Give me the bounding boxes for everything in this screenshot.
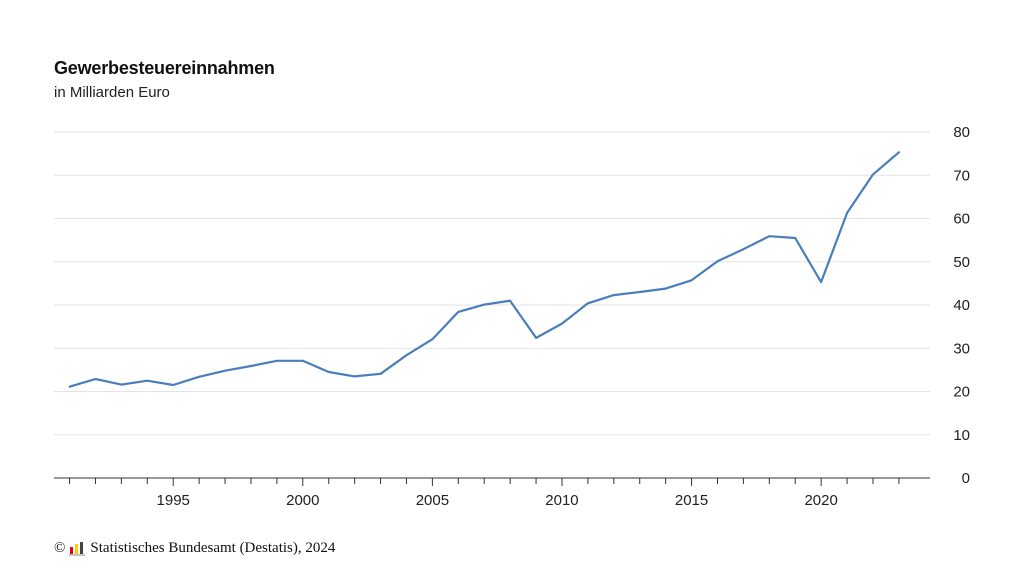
data-point-2018: [767, 234, 772, 239]
data-point-2004: [404, 353, 409, 358]
data-point-2017: [741, 247, 746, 252]
data-point-1995: [171, 383, 176, 388]
data-point-2010: [559, 321, 564, 326]
data-point-2008: [508, 298, 513, 303]
data-point-2019: [793, 235, 798, 240]
data-point-1999: [274, 358, 279, 363]
data-point-2002: [352, 374, 357, 379]
data-point-1992: [93, 376, 98, 381]
x-tick-label-2020: 2020: [804, 492, 837, 509]
data-point-2012: [611, 293, 616, 298]
data-point-2016: [715, 259, 720, 264]
y-tick-label-70: 70: [953, 167, 970, 184]
data-point-2001: [326, 370, 331, 375]
data-point-2021: [845, 210, 850, 215]
x-tick-label-2005: 2005: [416, 492, 449, 509]
data-point-1996: [197, 374, 202, 379]
data-point-2015: [689, 278, 694, 283]
data-point-2022: [870, 172, 875, 177]
y-tick-label-50: 50: [953, 254, 970, 271]
data-point-2000: [300, 358, 305, 363]
destatis-logo-icon: [69, 541, 86, 556]
data-point-1994: [145, 378, 150, 383]
data-point-2006: [456, 309, 461, 314]
y-tick-label-60: 60: [953, 211, 970, 228]
x-tick-label-2000: 2000: [286, 492, 319, 509]
data-point-2023: [896, 150, 901, 155]
data-point-2007: [482, 302, 487, 307]
data-point-2005: [430, 337, 435, 342]
y-tick-label-10: 10: [953, 427, 970, 444]
data-point-2014: [663, 286, 668, 291]
data-point-2003: [378, 371, 383, 376]
chart-subtitle: in Milliarden Euro: [54, 84, 170, 101]
x-tick-label-1995: 1995: [157, 492, 190, 509]
data-point-1993: [119, 382, 124, 387]
data-point-2009: [534, 335, 539, 340]
data-point-2011: [585, 301, 590, 306]
source-footer: © Statistisches Bundesamt (Destatis), 20…: [54, 540, 335, 557]
y-tick-label-40: 40: [953, 297, 970, 314]
x-tick-label-2010: 2010: [545, 492, 578, 509]
data-point-1991: [67, 384, 72, 389]
chart-title: Gewerbesteuereinnahmen: [54, 58, 275, 78]
copyright-symbol: ©: [54, 540, 66, 556]
data-point-1997: [223, 368, 228, 373]
y-tick-label-30: 30: [953, 340, 970, 357]
data-point-1998: [248, 363, 253, 368]
data-point-2013: [637, 290, 642, 295]
source-text: Statistisches Bundesamt (Destatis), 2024: [90, 540, 336, 556]
x-tick-label-2015: 2015: [675, 492, 708, 509]
y-tick-label-0: 0: [962, 470, 970, 487]
y-tick-label-20: 20: [953, 384, 970, 401]
y-tick-label-80: 80: [953, 124, 970, 141]
data-point-2020: [819, 280, 824, 285]
series-line-0: [68, 151, 901, 388]
